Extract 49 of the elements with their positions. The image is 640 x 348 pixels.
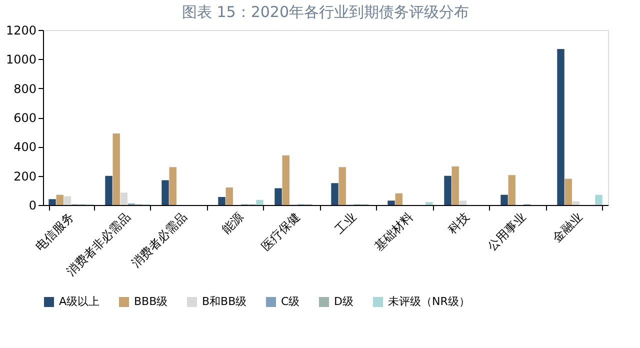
- x-tick-label: 公用事业: [484, 210, 529, 254]
- x-tick-label: 工业: [332, 210, 360, 236]
- bar: [444, 176, 452, 205]
- legend-label: B和BB级: [202, 295, 247, 308]
- legend-label: A级以上: [59, 295, 100, 308]
- bar: [500, 194, 508, 205]
- bar: [274, 188, 282, 205]
- x-tick-label: 金融业: [550, 210, 586, 245]
- bar: [452, 166, 459, 205]
- bar: [331, 183, 338, 205]
- bar: [226, 188, 233, 205]
- chart-title: 图表 15：2020年各行业到期债务评级分布: [182, 3, 470, 21]
- bar: [169, 167, 176, 205]
- bar: [112, 134, 120, 205]
- bar: [48, 199, 56, 205]
- y-tick-label: 1200: [6, 24, 36, 38]
- bar: [508, 175, 516, 205]
- x-tick-label: 医疗保健: [258, 210, 303, 254]
- bar: [120, 192, 128, 205]
- bar: [256, 200, 264, 205]
- bar: [595, 194, 602, 205]
- legend-label: 未评级（NR级）: [388, 295, 470, 308]
- bar: [338, 167, 346, 205]
- bar: [459, 200, 467, 205]
- y-tick-label: 600: [14, 111, 36, 125]
- y-tick-label: 800: [14, 82, 36, 96]
- y-tick-label: 1000: [6, 52, 36, 67]
- x-tick-label: 基础材料: [372, 210, 416, 254]
- bar: [557, 48, 564, 205]
- bar: [282, 155, 290, 205]
- x-tick-label: 科技: [445, 210, 472, 236]
- bar: [218, 196, 226, 205]
- legend-label: BBB级: [134, 295, 168, 308]
- bar: [426, 202, 433, 205]
- bar: [64, 196, 72, 205]
- bar: [572, 201, 580, 205]
- bar: [564, 178, 572, 205]
- bar: [162, 180, 169, 205]
- y-tick-label: 400: [14, 140, 36, 154]
- y-tick-label: 0: [28, 198, 36, 212]
- bar: [388, 200, 395, 205]
- legend-label: C级: [281, 295, 300, 308]
- y-tick-label: 200: [14, 169, 36, 184]
- bar: [105, 176, 112, 205]
- x-tick-label: 能源: [219, 210, 246, 236]
- x-tick-label: 电信服务: [32, 210, 77, 254]
- bar: [56, 194, 64, 205]
- legend-label: D级: [334, 295, 354, 308]
- bar: [395, 193, 402, 205]
